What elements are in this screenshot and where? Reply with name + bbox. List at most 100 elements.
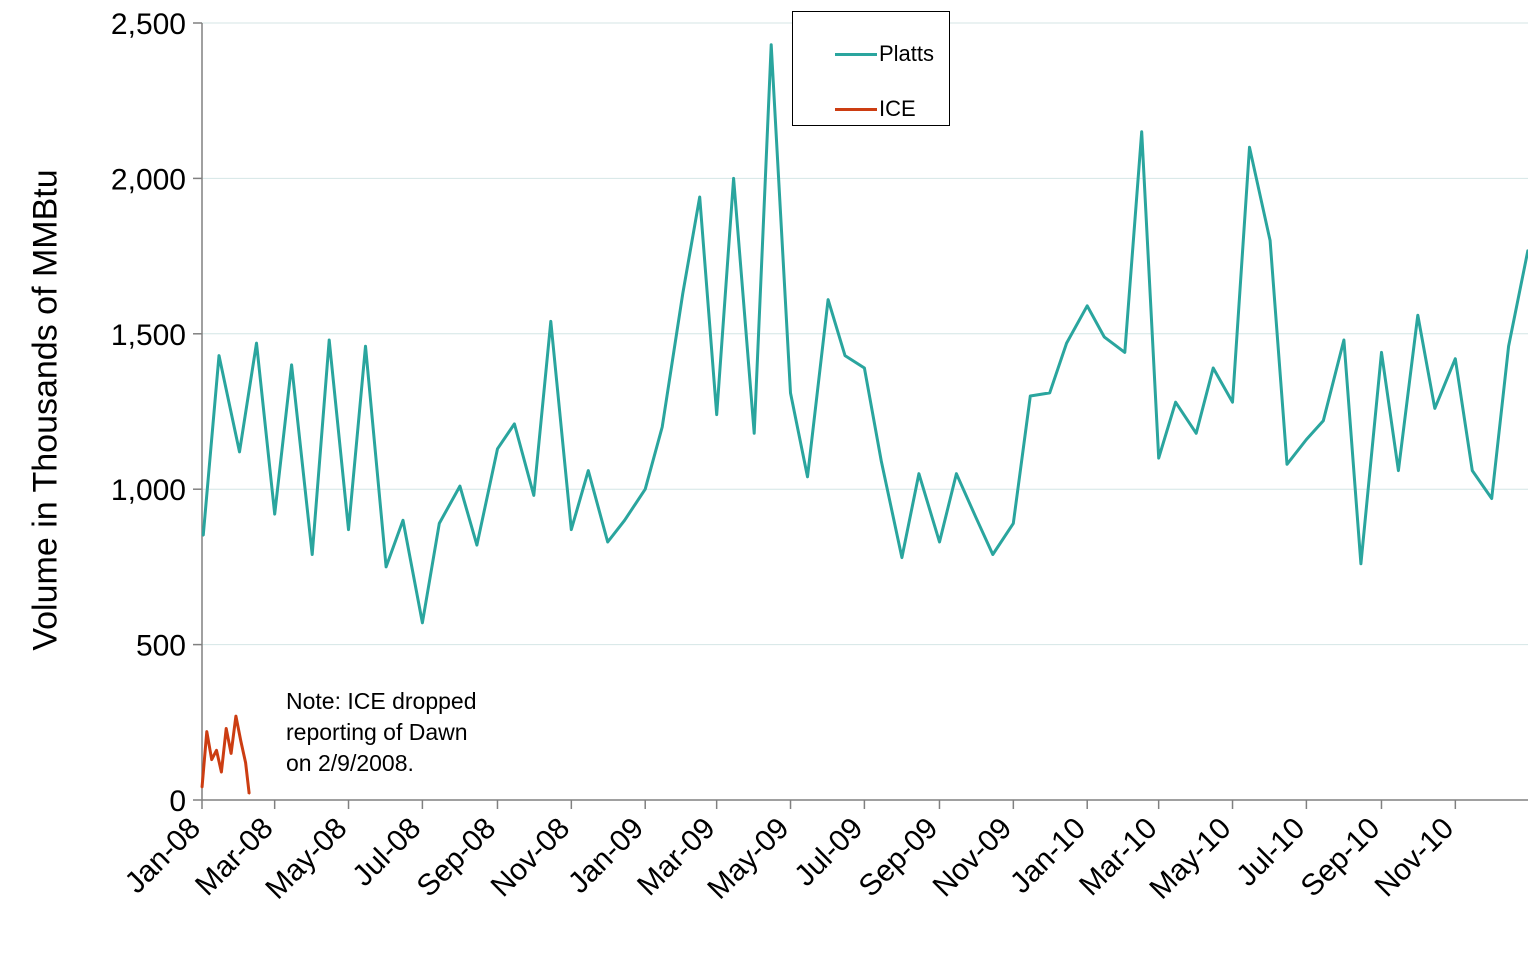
data-point [421, 622, 424, 624]
data-point [955, 472, 958, 475]
legend-swatch-ice [835, 107, 877, 111]
data-point [789, 392, 792, 394]
data-point [1174, 401, 1177, 403]
data-point [1140, 130, 1143, 133]
data-point [1029, 395, 1032, 397]
data-point [1454, 357, 1457, 360]
y-tick-label: 1,000 [111, 474, 186, 507]
data-point [863, 367, 866, 369]
data-point [918, 472, 920, 475]
data-point [1048, 392, 1051, 394]
data-point [1065, 342, 1068, 344]
x-ticks: Jan-08Mar-08May-08Jul-08Sep-08Nov-08Jan-… [119, 800, 1461, 906]
data-point [644, 488, 647, 491]
data-point [1231, 401, 1234, 403]
data-point [206, 730, 208, 733]
data-point [290, 364, 293, 366]
legend-item-ice: ICE [835, 94, 916, 124]
data-point [1123, 351, 1126, 354]
legend-swatch-platts [835, 52, 877, 56]
data-point [1417, 314, 1419, 316]
annotation-note: Note: ICE dropped reporting of Dawn on 2… [286, 686, 477, 779]
data-point [698, 196, 701, 198]
x-tick-label: Nov-08 [485, 812, 577, 904]
x-tick-label: Jan-08 [119, 812, 207, 900]
annotation-line: Note: ICE dropped [286, 688, 477, 714]
data-point [273, 513, 276, 515]
data-point [255, 342, 258, 344]
x-tick-label: Jan-09 [562, 812, 650, 900]
data-point [215, 749, 218, 752]
data-point [202, 535, 205, 537]
data-point [235, 715, 237, 717]
legend-label-platts: Platts [879, 41, 935, 66]
x-tick-label: Nov-09 [927, 812, 1019, 904]
legend: Platts ICE [792, 11, 950, 126]
data-point [239, 740, 242, 742]
x-tick-label: May-08 [259, 812, 353, 906]
legend-item-platts: Platts [835, 39, 934, 69]
annotation-line: reporting of Dawn [286, 719, 468, 745]
data-point [1012, 522, 1015, 525]
y-tick-label: 2,500 [111, 8, 186, 41]
y-ticks: 0 500 1,000 1,500 2,000 2,500 [111, 8, 202, 818]
data-point [218, 354, 220, 357]
annotation-line: on 2/9/2008. [286, 750, 414, 776]
data-point [661, 426, 663, 428]
data-point [732, 177, 735, 180]
data-point [438, 522, 441, 525]
data-point [681, 292, 684, 295]
data-point [1343, 339, 1345, 341]
data-point [844, 354, 846, 357]
data-point [753, 432, 755, 435]
data-point [364, 345, 367, 348]
data-point [244, 761, 247, 764]
x-tick-label: Jan-10 [1004, 812, 1092, 900]
data-point [248, 792, 251, 795]
data-point [220, 771, 223, 773]
data-point [975, 516, 977, 518]
data-point [587, 469, 590, 472]
data-point [476, 544, 478, 546]
data-point [513, 423, 516, 425]
x-tick-label: Sep-10 [1295, 812, 1387, 904]
data-point [1507, 345, 1510, 348]
data-point [1380, 351, 1383, 354]
data-point [402, 519, 404, 522]
data-point [1305, 438, 1308, 441]
data-point [901, 556, 903, 559]
data-point [623, 519, 626, 522]
y-axis-label: Volume in Thousands of MMBtu [26, 169, 65, 651]
data-point [210, 758, 213, 761]
data-point [991, 553, 994, 556]
data-point [225, 727, 228, 730]
data-point [1212, 367, 1214, 369]
series-line-ice [200, 714, 251, 794]
data-point [827, 298, 829, 301]
data-point [328, 339, 330, 341]
data-point [1086, 305, 1089, 307]
data-point [880, 460, 883, 463]
data-point [1471, 469, 1474, 472]
data-point [385, 566, 387, 568]
data-point [1490, 497, 1493, 500]
data-point [496, 447, 499, 450]
data-point [238, 451, 241, 453]
x-tick-label: Nov-10 [1369, 812, 1461, 904]
data-point [1269, 239, 1271, 242]
data-point [570, 528, 573, 531]
data-point [1103, 336, 1105, 338]
data-point [1360, 562, 1362, 565]
series-lines [200, 43, 1528, 795]
data-point [1157, 457, 1160, 459]
data-point [459, 485, 461, 487]
data-point [311, 553, 313, 556]
data-point [715, 413, 718, 416]
data-point [1248, 146, 1251, 149]
y-tick-label: 0 [169, 785, 186, 818]
x-tick-label: May-09 [701, 812, 795, 906]
data-point [230, 752, 232, 755]
axes [201, 23, 1528, 801]
data-point [1195, 432, 1197, 435]
x-tick-label: Sep-08 [411, 812, 503, 904]
